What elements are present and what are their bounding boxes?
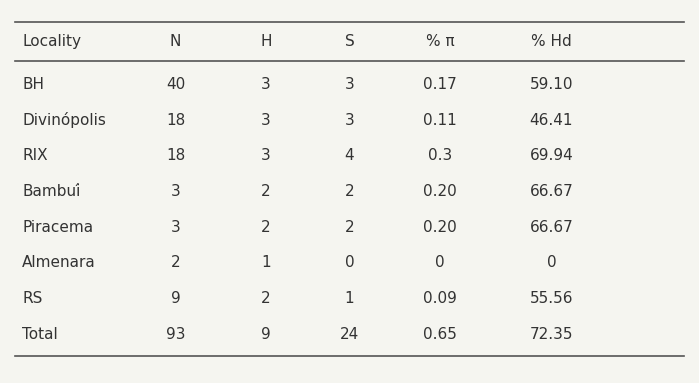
- Text: 55.56: 55.56: [530, 291, 573, 306]
- Text: Locality: Locality: [22, 34, 81, 49]
- Text: 18: 18: [166, 148, 185, 163]
- Text: 3: 3: [261, 77, 271, 92]
- Text: 93: 93: [166, 327, 185, 342]
- Text: RIX: RIX: [22, 148, 48, 163]
- Text: 0: 0: [345, 255, 354, 270]
- Text: 0.20: 0.20: [423, 184, 457, 199]
- Text: 69.94: 69.94: [530, 148, 573, 163]
- Text: RS: RS: [22, 291, 43, 306]
- Text: 0: 0: [547, 255, 556, 270]
- Text: 40: 40: [166, 77, 185, 92]
- Text: 18: 18: [166, 113, 185, 128]
- Text: 0.20: 0.20: [423, 220, 457, 235]
- Text: 3: 3: [261, 148, 271, 163]
- Text: BH: BH: [22, 77, 44, 92]
- Text: Bambuí: Bambuí: [22, 184, 80, 199]
- Text: 2: 2: [171, 255, 180, 270]
- Text: 2: 2: [261, 220, 271, 235]
- Text: 0: 0: [435, 255, 445, 270]
- Text: 59.10: 59.10: [530, 77, 573, 92]
- Text: 24: 24: [340, 327, 359, 342]
- Text: 0.11: 0.11: [423, 113, 457, 128]
- Text: % π: % π: [426, 34, 454, 49]
- Text: 1: 1: [345, 291, 354, 306]
- Text: 2: 2: [261, 291, 271, 306]
- Text: S: S: [345, 34, 354, 49]
- Text: 66.67: 66.67: [530, 184, 573, 199]
- Text: 9: 9: [171, 291, 180, 306]
- Text: Piracema: Piracema: [22, 220, 94, 235]
- Text: Divinópolis: Divinópolis: [22, 112, 106, 128]
- Text: 4: 4: [345, 148, 354, 163]
- Text: Almenara: Almenara: [22, 255, 96, 270]
- Text: 3: 3: [171, 220, 180, 235]
- Text: 2: 2: [345, 220, 354, 235]
- Text: 2: 2: [345, 184, 354, 199]
- Text: 0.3: 0.3: [428, 148, 452, 163]
- Text: 0.09: 0.09: [423, 291, 457, 306]
- Text: 0.17: 0.17: [423, 77, 457, 92]
- Text: 66.67: 66.67: [530, 220, 573, 235]
- Text: 46.41: 46.41: [530, 113, 573, 128]
- Text: 1: 1: [261, 255, 271, 270]
- Text: 0.65: 0.65: [423, 327, 457, 342]
- Text: 9: 9: [261, 327, 271, 342]
- Text: Total: Total: [22, 327, 58, 342]
- Text: 3: 3: [345, 113, 354, 128]
- Text: 2: 2: [261, 184, 271, 199]
- Text: 3: 3: [261, 113, 271, 128]
- Text: % Hd: % Hd: [531, 34, 572, 49]
- Text: 3: 3: [345, 77, 354, 92]
- Text: H: H: [260, 34, 272, 49]
- Text: 3: 3: [171, 184, 180, 199]
- Text: 72.35: 72.35: [530, 327, 573, 342]
- Text: N: N: [170, 34, 181, 49]
